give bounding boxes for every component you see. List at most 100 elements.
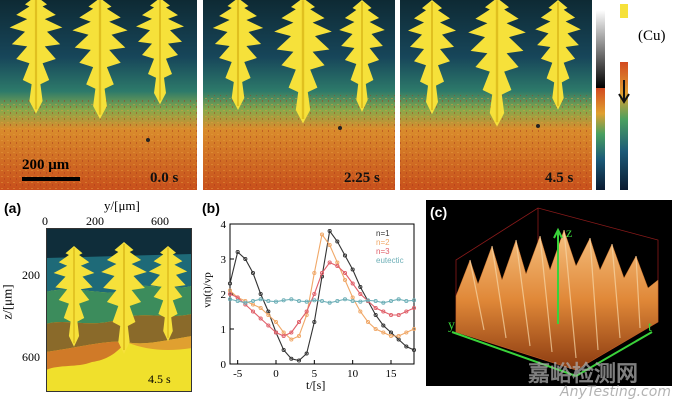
series-point-eutectic bbox=[296, 298, 302, 304]
series-point-n2 bbox=[381, 330, 386, 335]
series-line-n3 bbox=[229, 261, 415, 337]
series-point-eutectic bbox=[281, 298, 286, 303]
legend-entry: n=3 bbox=[376, 247, 390, 256]
series-point-eutectic bbox=[396, 297, 401, 302]
series-point-eutectic bbox=[373, 298, 378, 304]
panel-a-x-tick: 0 bbox=[42, 214, 48, 228]
series-point-eutectic bbox=[304, 299, 309, 304]
colorbar-color bbox=[596, 88, 605, 190]
series-point-n3 bbox=[296, 319, 302, 325]
scale-bar-label: 200 μm bbox=[22, 157, 70, 173]
panel-c-axis-z: z bbox=[566, 226, 573, 241]
series-point-n2 bbox=[312, 270, 317, 276]
series-point-n3 bbox=[266, 323, 271, 328]
frame-1-time: 0.0 s bbox=[150, 170, 179, 186]
series-point-n1 bbox=[227, 281, 233, 286]
series-point-n3 bbox=[258, 316, 263, 321]
panel-a-y-tick: 200 bbox=[22, 268, 40, 282]
series-point-eutectic bbox=[273, 299, 279, 304]
colorbar-swatch-2 bbox=[620, 62, 628, 190]
panel-c-axis-t: t bbox=[648, 320, 652, 335]
series-point-n2 bbox=[342, 277, 348, 283]
x-tick-label: 10 bbox=[347, 368, 359, 380]
series-point-n3 bbox=[381, 309, 386, 314]
series-point-n1 bbox=[381, 323, 386, 328]
x-tick-label: 0 bbox=[273, 368, 279, 380]
series-point-eutectic bbox=[243, 300, 248, 305]
frame-1 bbox=[0, 0, 197, 190]
panel-b-letter: (b) bbox=[202, 200, 220, 216]
series-point-n3 bbox=[289, 330, 294, 335]
x-tick-label: -5 bbox=[233, 368, 243, 380]
y-tick-label: 1 bbox=[221, 324, 227, 336]
panel-a-x-tick: 200 bbox=[86, 214, 104, 228]
panel-a-time: 4.5 s bbox=[148, 372, 171, 386]
panel-b-x-title: t/[s] bbox=[306, 378, 326, 392]
panel-a-x-title: y/[μm] bbox=[104, 198, 140, 213]
series-point-eutectic bbox=[250, 298, 256, 304]
series-point-n2 bbox=[319, 232, 325, 237]
series-point-n2 bbox=[296, 333, 302, 339]
series-point-n1 bbox=[404, 344, 409, 349]
series-point-eutectic bbox=[350, 298, 355, 304]
panel-a-letter: (a) bbox=[4, 200, 22, 216]
series-point-n3 bbox=[312, 291, 317, 297]
x-tick-label: 5 bbox=[312, 368, 318, 380]
legend-entry: n=2 bbox=[376, 238, 390, 247]
series-point-n1 bbox=[327, 228, 332, 234]
series-point-n2 bbox=[396, 333, 401, 339]
panel-b-y-title: vn(t)/vp bbox=[201, 272, 214, 308]
panel-a-image bbox=[46, 228, 192, 392]
x-tick-label: 15 bbox=[386, 368, 398, 380]
series-point-eutectic bbox=[388, 298, 394, 304]
panel-a-y-tick: 600 bbox=[22, 350, 40, 364]
series-point-n3 bbox=[327, 260, 332, 265]
frame-3 bbox=[400, 0, 592, 190]
series-point-n1 bbox=[258, 291, 263, 297]
series-point-n3 bbox=[411, 305, 417, 311]
panel-c-letter: (c) bbox=[430, 204, 448, 220]
series-point-eutectic bbox=[312, 298, 317, 303]
series-point-n1 bbox=[312, 319, 317, 325]
series-point-eutectic bbox=[404, 298, 409, 304]
series-point-n2 bbox=[373, 326, 378, 332]
series-point-eutectic bbox=[365, 298, 371, 303]
colorbar-label: (Cu) bbox=[638, 28, 666, 44]
series-point-n3 bbox=[373, 305, 378, 311]
series-point-n3 bbox=[350, 281, 355, 286]
series-point-n2 bbox=[358, 309, 363, 314]
series-point-n1 bbox=[235, 249, 240, 255]
colorbar-gray bbox=[596, 10, 605, 88]
series-point-n3 bbox=[304, 309, 309, 314]
series-point-n3 bbox=[281, 333, 286, 339]
watermark-cn: 嘉峪检测网 bbox=[528, 362, 639, 387]
series-point-n1 bbox=[304, 351, 309, 356]
series-point-eutectic bbox=[319, 298, 325, 304]
scale-bar bbox=[22, 177, 80, 181]
frame-2 bbox=[203, 0, 395, 190]
micrograph-frames bbox=[0, 0, 630, 190]
series-point-n2 bbox=[289, 337, 294, 342]
series-point-n3 bbox=[227, 291, 233, 297]
series-point-eutectic bbox=[258, 297, 263, 302]
legend-entry: n=1 bbox=[376, 229, 390, 238]
series-point-eutectic bbox=[335, 298, 340, 304]
series-point-n1 bbox=[296, 358, 302, 363]
series-line-n1 bbox=[229, 229, 415, 362]
series-point-n1 bbox=[281, 347, 286, 353]
panel-a-x-tick: 600 bbox=[151, 214, 169, 228]
series-point-eutectic bbox=[358, 299, 363, 304]
panel-a-y-title: z/[μm] bbox=[0, 284, 15, 320]
series-point-n1 bbox=[373, 312, 378, 318]
watermark-en: AnyTesting.com bbox=[560, 384, 671, 400]
series-point-n1 bbox=[335, 239, 340, 244]
colorbar-arrow-icon bbox=[618, 80, 630, 104]
series-point-n2 bbox=[266, 312, 271, 318]
series-point-n3 bbox=[273, 330, 279, 335]
y-tick-label: 3 bbox=[221, 254, 227, 266]
panel-c-surface bbox=[451, 207, 659, 377]
series-line-n2 bbox=[229, 233, 415, 341]
series-point-n3 bbox=[396, 312, 401, 318]
series-point-n2 bbox=[365, 319, 371, 325]
